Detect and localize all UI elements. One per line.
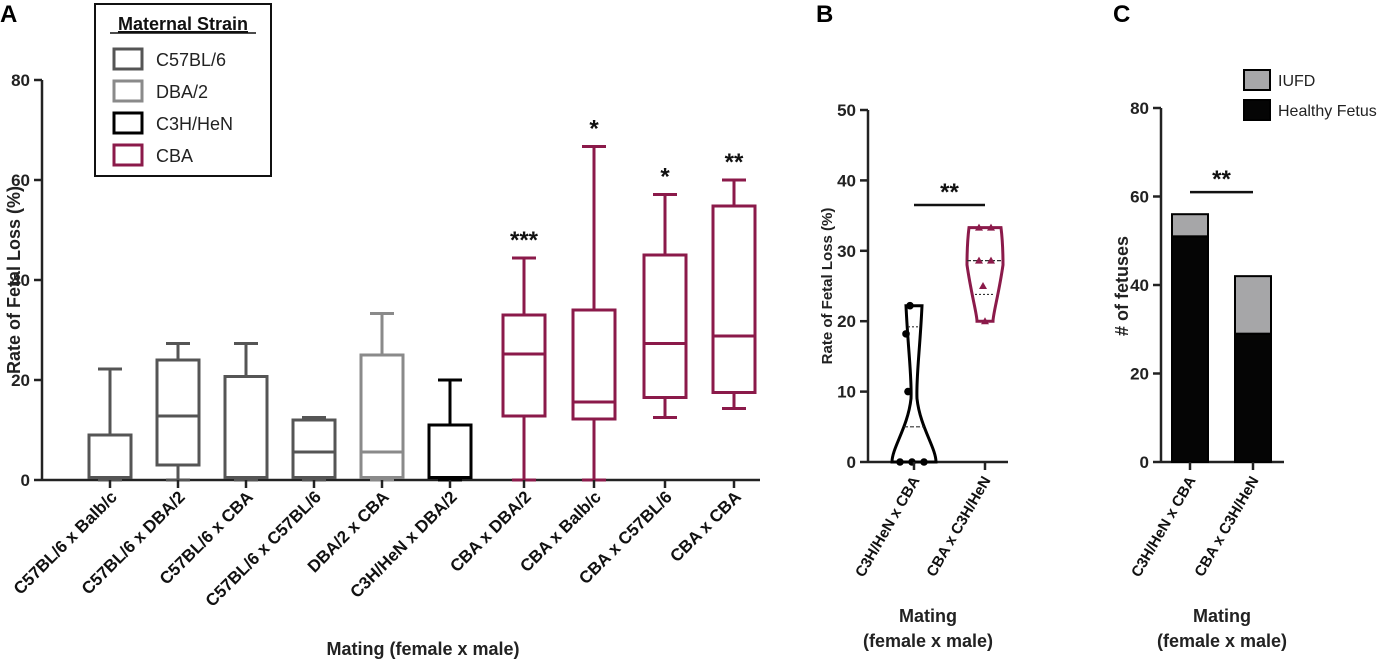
- box-iqr: [155, 358, 201, 467]
- panel-a-y-tick-label: 20: [11, 371, 30, 390]
- legend-swatch: [112, 111, 144, 135]
- box-9: **: [711, 149, 757, 410]
- legend-title: Maternal Strain: [118, 14, 248, 34]
- box-significance: ***: [510, 227, 539, 254]
- legend-swatch: [112, 79, 144, 103]
- bar-iufd: [1171, 213, 1209, 238]
- panel-b-y-tick-label: 20: [837, 312, 856, 331]
- panel-b-y-tick-label: 30: [837, 242, 856, 261]
- panel-a-y-axis-title: Rate of Fetal Loss (%): [4, 186, 24, 374]
- box-1: [155, 342, 201, 482]
- box-significance: **: [725, 149, 744, 176]
- panel-letter-c: C: [1113, 1, 1130, 28]
- panel-c-y-tick-label: 0: [1140, 453, 1149, 472]
- box-0: [87, 367, 133, 482]
- panel-b-y-tick-label: 50: [837, 101, 856, 120]
- panel-b-y-tick-label: 10: [837, 383, 856, 402]
- panel-a-category-label: CBA x CBA: [666, 487, 744, 565]
- bar-healthy-fetus: [1234, 332, 1272, 463]
- box-iqr: [223, 375, 269, 479]
- box-iqr: [427, 423, 473, 479]
- box-iqr: [711, 204, 757, 394]
- legend-c-label: Healthy Fetus: [1278, 103, 1377, 120]
- legend-swatch: [112, 47, 144, 71]
- violin-data-point: [987, 223, 995, 231]
- box-iqr: [87, 433, 133, 479]
- box-significance: *: [589, 116, 599, 143]
- box-8: *: [642, 164, 688, 419]
- legend-label: DBA/2: [156, 82, 208, 102]
- panel-b-category-label: CBA x C3H/HeN: [923, 474, 994, 580]
- panel-c-significance: **: [1212, 166, 1231, 193]
- panel-c-y-tick-label: 40: [1130, 276, 1149, 295]
- box-iqr: [642, 253, 688, 399]
- legend-label: CBA: [156, 146, 193, 166]
- box-iqr: [501, 313, 547, 418]
- panel-b-y-tick-label: 0: [847, 453, 856, 472]
- box-3: [291, 416, 337, 482]
- panel-letter-b: B: [816, 1, 833, 28]
- panel-c-x-axis-title-line1: Mating: [1193, 606, 1251, 626]
- bar-healthy-fetus: [1171, 235, 1209, 463]
- box-5: [427, 378, 473, 482]
- panel-c-category-label: C3H/HeN x CBA: [1128, 473, 1199, 580]
- violin-data-point: [975, 256, 983, 264]
- violin-data-point: [904, 387, 912, 396]
- panel-c-y-axis-title: # of fetuses: [1112, 236, 1132, 336]
- panel-b-y-axis-title: Rate of Fetal Loss (%): [819, 208, 836, 365]
- violin-data-point: [981, 317, 989, 325]
- panel-a-y-tick-label: 0: [21, 471, 30, 490]
- violin-data-point: [975, 223, 983, 231]
- panel-c-category-label: CBA x C3H/HeN: [1191, 474, 1262, 580]
- violin-data-point: [896, 458, 904, 466]
- panel-a-category-label: C57BL/6 x C57BL/6: [202, 487, 325, 610]
- panel-c-y-tick-label: 60: [1130, 188, 1149, 207]
- legend-c-swatch: [1243, 69, 1271, 91]
- box-4: [359, 312, 405, 482]
- violin-cba-x-c3h: [965, 226, 1005, 323]
- panel-c-x-axis-title-line2: (female x male): [1157, 631, 1287, 651]
- box-7: *: [571, 116, 617, 482]
- box-iqr: [291, 418, 337, 479]
- panel-c-y-tick-label: 20: [1130, 365, 1149, 384]
- bar-iufd: [1234, 275, 1272, 335]
- legend-c-label: IUFD: [1278, 73, 1315, 90]
- box-significance: *: [660, 164, 670, 191]
- panel-b-y-tick-label: 40: [837, 171, 856, 190]
- panel-b-violin-plot: 0 10 20 30 40 50 ** C3H/HeN x CBA CBA x C3H/He…: [819, 101, 1008, 651]
- violin-c3h-x-cba: [890, 304, 938, 464]
- violin-data-point: [987, 256, 995, 264]
- legend-label: C57BL/6: [156, 50, 226, 70]
- panel-b-significance: **: [940, 179, 959, 206]
- panel-letter-a: A: [0, 1, 17, 28]
- panel-a-legend: Maternal Strain C57BL/6 DBA/2 C3H/HeN CBA: [94, 3, 272, 177]
- legend-swatch: [112, 143, 144, 167]
- box-iqr: [359, 353, 405, 479]
- legend-label: C3H/HeN: [156, 114, 233, 134]
- panel-b-x-axis-title-line1: Mating: [899, 606, 957, 626]
- panel-a-y-tick-label: 60: [11, 171, 30, 190]
- violin-data-point: [906, 301, 914, 310]
- panel-c-y-tick-label: 80: [1130, 99, 1149, 118]
- panel-a-y-tick-label: 40: [11, 271, 30, 290]
- panel-b-category-label: C3H/HeN x CBA: [852, 473, 923, 580]
- violin-data-point: [979, 282, 987, 289]
- box-2: [223, 342, 269, 482]
- panel-b-x-axis-title-line2: (female x male): [863, 631, 993, 651]
- panel-a-x-axis-title: Mating (female x male): [326, 639, 519, 659]
- legend-c-swatch: [1243, 99, 1271, 121]
- box-6: ***: [501, 227, 547, 482]
- panel-a-y-tick-label: 80: [11, 71, 30, 90]
- violin-data-point: [902, 330, 910, 338]
- violin-data-point: [920, 458, 928, 466]
